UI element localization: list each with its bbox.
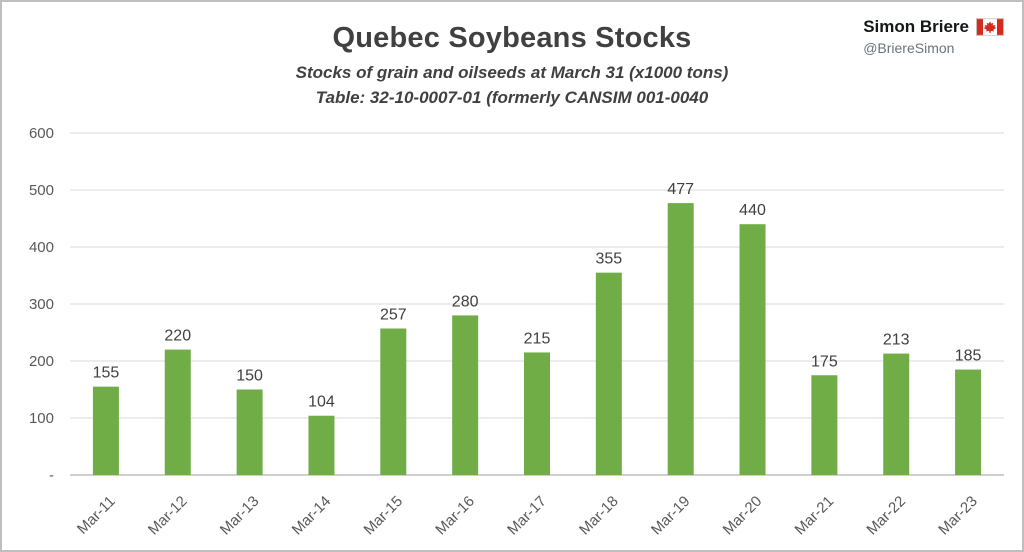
value-label: 280	[452, 293, 479, 310]
x-tick-label: Mar-18	[576, 493, 622, 539]
x-tick-label: Mar-22	[863, 493, 909, 539]
value-label: 104	[308, 394, 335, 411]
x-tick-label: Mar-21	[792, 493, 838, 539]
value-label: 355	[595, 251, 622, 268]
bar	[380, 328, 407, 475]
bar	[811, 375, 838, 475]
value-label: 477	[667, 181, 694, 198]
x-tick-label: Mar-11	[74, 493, 119, 538]
value-label: 155	[93, 365, 120, 382]
attribution: Simon Briere @BriereSimon	[863, 17, 1004, 56]
x-tick-label: Mar-12	[145, 493, 191, 539]
canada-flag-icon	[976, 18, 1004, 36]
x-tick-label: Mar-17	[504, 493, 550, 539]
bar	[739, 224, 766, 475]
y-tick-label: 500	[29, 182, 54, 199]
value-label: 185	[955, 348, 982, 365]
chart-subtitle: Stocks of grain and oilseeds at March 31…	[295, 63, 729, 82]
value-label: 175	[811, 353, 838, 370]
bar	[164, 349, 191, 475]
bar	[236, 389, 263, 475]
x-tick-label: Mar-20	[720, 493, 766, 539]
y-tick-label: 200	[29, 353, 54, 370]
bar	[667, 203, 694, 476]
value-label: 213	[883, 332, 910, 349]
value-label: 257	[380, 307, 407, 324]
author-name: Simon Briere	[863, 17, 969, 36]
x-tick-label: Mar-16	[432, 493, 478, 539]
bar	[595, 272, 622, 475]
bar	[524, 352, 550, 475]
chart-title: Quebec Soybeans Stocks	[332, 22, 692, 54]
author-handle: @BriereSimon	[863, 40, 955, 56]
chart-source-note: Table: 32-10-0007-01 (formerly CANSIM 00…	[315, 88, 709, 107]
value-label: 150	[236, 368, 263, 385]
bar	[883, 353, 910, 475]
bar	[308, 415, 335, 475]
value-label: 215	[524, 330, 551, 347]
y-tick-label: 600	[29, 125, 54, 142]
bar	[452, 315, 479, 475]
y-tick-label: -	[49, 467, 54, 484]
y-tick-label: 400	[29, 239, 54, 256]
bar	[955, 369, 982, 475]
y-tick-label: 100	[29, 410, 54, 427]
value-label: 440	[739, 202, 766, 219]
x-tick-label: Mar-19	[648, 493, 694, 539]
attribution-name-row: Simon Briere	[863, 17, 1004, 37]
x-tick-label: Mar-15	[361, 493, 407, 539]
value-label: 220	[164, 328, 191, 345]
y-tick-label: 300	[29, 296, 54, 313]
bar	[92, 386, 119, 475]
x-tick-label: Mar-23	[935, 493, 981, 539]
x-tick-label: Mar-13	[217, 493, 263, 539]
x-tick-label: Mar-14	[289, 493, 335, 539]
